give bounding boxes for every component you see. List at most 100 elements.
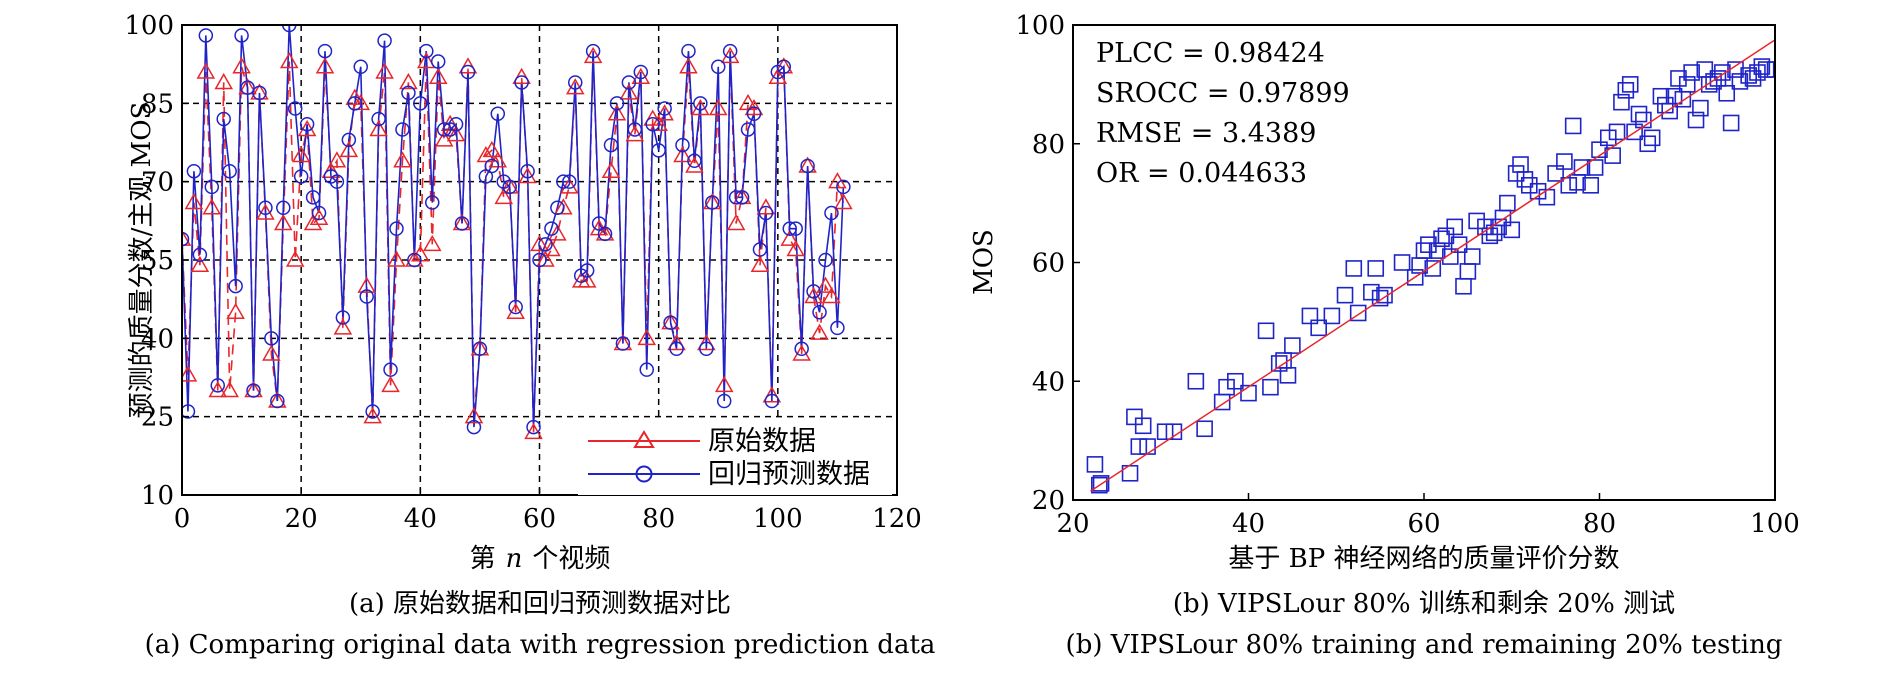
data-point-original	[548, 224, 567, 241]
scatter-point	[1130, 438, 1148, 455]
y-tick-label: 100	[124, 11, 174, 41]
scatter-point	[1560, 177, 1578, 194]
scatter-point	[1604, 147, 1621, 164]
data-point-predicted	[705, 195, 720, 210]
scatter-point	[1687, 111, 1705, 129]
data-point-predicted	[299, 116, 315, 132]
data-point-predicted	[740, 122, 756, 137]
data-point-original	[464, 407, 484, 424]
data-point-original	[643, 109, 663, 126]
data-point-predicted	[270, 393, 285, 409]
scatter-point	[1630, 105, 1648, 123]
data-point-predicted	[734, 190, 750, 205]
data-point-predicted	[401, 85, 416, 101]
scatter-point	[1367, 260, 1385, 277]
data-point-predicted	[234, 28, 249, 43]
data-point-predicted	[776, 59, 792, 75]
data-point-original	[273, 213, 293, 231]
data-point-predicted	[395, 122, 410, 137]
scatter-point	[1722, 114, 1740, 132]
scatter-point	[1406, 269, 1424, 286]
data-point-original	[667, 334, 686, 351]
data-point-original	[738, 93, 758, 111]
data-point-predicted	[687, 153, 702, 169]
scatter-point	[1753, 58, 1771, 75]
data-point-original	[458, 57, 478, 74]
data-point-original	[381, 375, 400, 393]
scatter-point	[1582, 177, 1600, 194]
data-point-predicted	[812, 304, 827, 320]
x-tick-label: 20	[285, 504, 318, 534]
data-point-predicted	[329, 174, 345, 189]
data-point-predicted	[609, 96, 625, 111]
scatter-point	[1731, 73, 1749, 90]
data-point-original	[214, 72, 234, 90]
data-point-predicted	[633, 64, 649, 80]
data-point-predicted	[484, 158, 500, 174]
data-point-predicted	[544, 221, 559, 236]
data-point-predicted	[758, 205, 774, 221]
scatter-point	[1139, 438, 1156, 455]
scatter-point	[1433, 230, 1450, 248]
data-point-original	[744, 99, 764, 116]
data-point-original	[482, 140, 502, 158]
x-tick-label: 120	[872, 504, 922, 534]
data-point-predicted	[794, 341, 809, 357]
data-point-predicted	[282, 25, 297, 33]
axis-ticks-b: 20 40 60 80 100 20 40 60 80 100	[1015, 11, 1799, 539]
data-point-predicted	[836, 179, 851, 195]
data-point-predicted	[514, 75, 529, 90]
metric-plcc: PLCC = 0.98424	[1096, 38, 1325, 69]
scatter-point	[1657, 96, 1674, 114]
data-point-predicted	[627, 122, 643, 137]
data-point-original	[196, 62, 216, 79]
x-axis-label-var: n	[506, 544, 523, 574]
scatter-point	[1507, 165, 1525, 182]
y-tick-label: 25	[141, 403, 174, 433]
caption-b-cn: (b) VIPSLour 80% 训练和剩余 20% 测试	[1173, 589, 1675, 619]
y-tick-label: 20	[1032, 486, 1065, 516]
data-point-original	[279, 52, 299, 69]
data-point-predicted	[407, 252, 422, 268]
data-point-predicted	[556, 174, 571, 189]
scatter-point	[1323, 307, 1341, 325]
scatter-point	[1477, 218, 1494, 236]
scatter-point	[1349, 304, 1367, 322]
scatter-point	[1499, 194, 1516, 212]
data-point-original	[345, 88, 365, 105]
x-axis-label-suffix: 个视频	[532, 544, 610, 574]
scatter-point	[1428, 242, 1446, 259]
scatter-point	[1766, 61, 1775, 78]
scatter-point	[1617, 82, 1635, 99]
data-point-predicted	[752, 242, 768, 257]
caption-b-en: (b) VIPSLour 80% training and remaining …	[1066, 630, 1783, 660]
data-point-original	[780, 229, 800, 246]
scatter-point	[1279, 367, 1297, 384]
data-point-original	[750, 255, 770, 272]
legend-circle-marker	[635, 465, 653, 483]
scatter-point	[1749, 64, 1766, 81]
data-point-predicted	[824, 205, 839, 221]
data-point-predicted	[317, 43, 333, 59]
scatter-point	[1556, 153, 1573, 170]
axis-ticks-a: 0 20 40 60 80 100 120 10 25 40 55 70 85 100	[124, 11, 921, 534]
scatter-point	[1744, 70, 1762, 87]
data-point-predicted	[377, 33, 392, 48]
data-point-predicted	[287, 101, 303, 116]
scatter-point	[1521, 177, 1538, 194]
scatter-point	[1714, 64, 1731, 81]
data-point-predicted	[568, 75, 583, 90]
y-tick-label: 55	[141, 246, 174, 276]
scatter-point	[1284, 337, 1301, 354]
data-point-original	[786, 240, 806, 257]
data-point-original	[601, 161, 621, 178]
data-point-predicted	[502, 179, 517, 195]
x-tick-label: 80	[642, 504, 675, 534]
data-point-predicted	[830, 320, 845, 336]
scatter-point	[1591, 141, 1608, 158]
x-tick-label: 40	[1232, 509, 1265, 539]
scatter-point	[1683, 64, 1700, 81]
data-point-original	[182, 229, 192, 246]
scatter-point	[1613, 93, 1630, 111]
data-point-predicted	[252, 85, 267, 101]
